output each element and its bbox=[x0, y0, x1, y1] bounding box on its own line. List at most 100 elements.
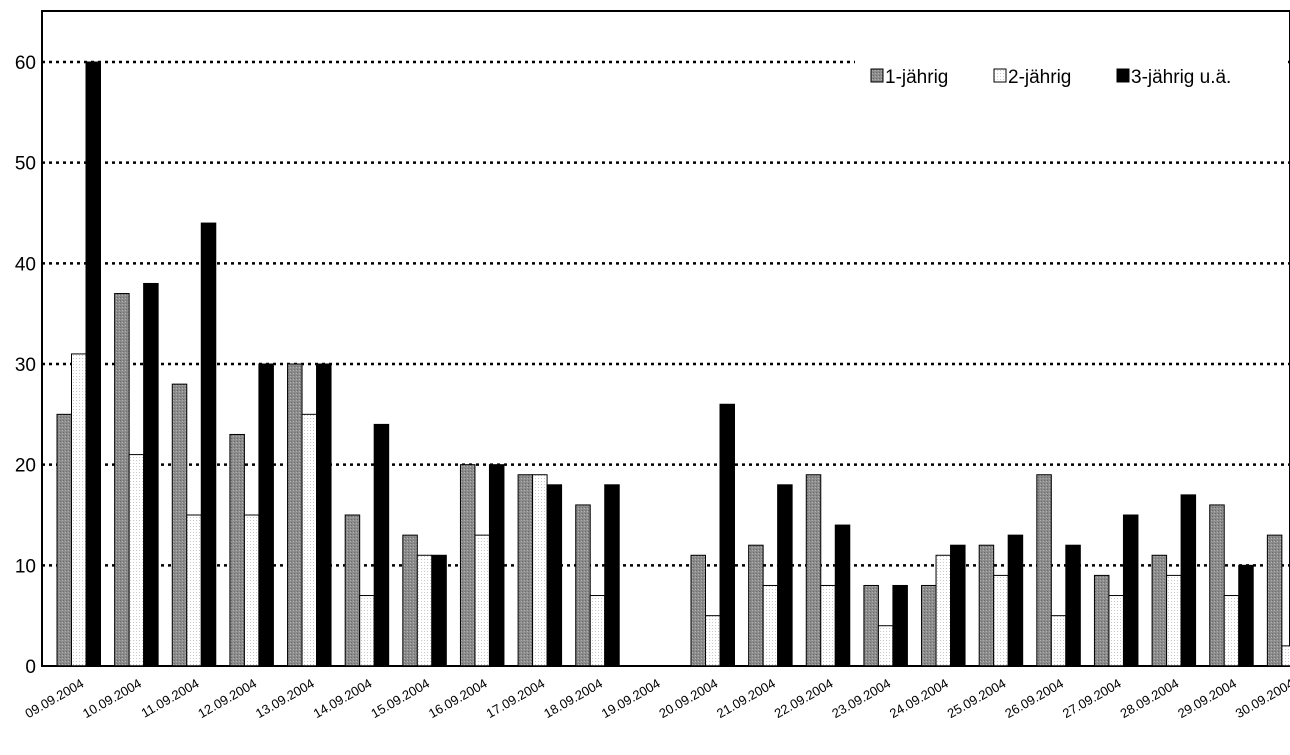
legend-swatch bbox=[1116, 68, 1130, 83]
bar bbox=[805, 474, 822, 667]
x-tick-label: 17.09.2004 bbox=[483, 676, 547, 722]
bar bbox=[762, 584, 779, 667]
bar bbox=[1007, 534, 1024, 667]
bar bbox=[85, 61, 101, 667]
bar bbox=[171, 383, 188, 667]
bar bbox=[748, 544, 764, 667]
bar bbox=[820, 584, 836, 667]
bar bbox=[517, 474, 534, 667]
bar bbox=[416, 554, 433, 667]
x-tick-label: 21.09.2004 bbox=[714, 676, 778, 722]
x-tick-label: 28.09.2004 bbox=[1117, 676, 1181, 722]
bar bbox=[892, 584, 908, 667]
bar bbox=[114, 293, 130, 667]
bar bbox=[200, 222, 217, 667]
y-tick-label: 0 bbox=[25, 657, 36, 678]
bar bbox=[1223, 595, 1240, 667]
x-tick-label: 24.09.2004 bbox=[887, 676, 951, 722]
y-tick-label: 10 bbox=[15, 556, 36, 577]
x-tick-label: 20.09.2004 bbox=[656, 676, 720, 722]
bar bbox=[834, 524, 851, 667]
bar bbox=[287, 363, 303, 667]
bar bbox=[1093, 574, 1110, 667]
bar bbox=[863, 584, 879, 667]
bar bbox=[993, 574, 1009, 667]
bar bbox=[344, 514, 361, 667]
y-tick-label: 50 bbox=[15, 154, 36, 175]
x-tick-label: 27.09.2004 bbox=[1060, 676, 1124, 722]
legend-background bbox=[855, 55, 1287, 95]
x-tick-label: 25.09.2004 bbox=[945, 676, 1009, 722]
bar bbox=[258, 363, 274, 667]
legend-label: 3-jährig u.ä. bbox=[1131, 67, 1231, 88]
bar bbox=[1151, 554, 1168, 667]
legend-label: 1-jährig bbox=[885, 67, 948, 88]
y-tick-label: 60 bbox=[15, 53, 36, 74]
bar bbox=[1180, 494, 1197, 667]
bar bbox=[705, 615, 721, 667]
x-tick-label: 12.09.2004 bbox=[195, 676, 259, 722]
bar bbox=[359, 595, 375, 667]
x-tick-label: 16.09.2004 bbox=[426, 676, 490, 722]
bar bbox=[459, 464, 476, 667]
bar bbox=[589, 595, 606, 667]
legend-swatch bbox=[993, 68, 1007, 83]
x-tick-label: 09.09.2004 bbox=[22, 676, 86, 722]
bar bbox=[1238, 564, 1254, 667]
y-axis: 0 10 20 30 40 50 60 bbox=[15, 53, 36, 678]
bar bbox=[243, 514, 260, 667]
bar bbox=[402, 534, 418, 667]
bar bbox=[1108, 595, 1124, 667]
bar bbox=[777, 484, 793, 667]
bar bbox=[316, 363, 332, 667]
y-tick-label: 30 bbox=[15, 355, 36, 376]
x-tick-label: 22.09.2004 bbox=[772, 676, 836, 722]
plot-area bbox=[41, 10, 1290, 667]
x-tick-label: 19.09.2004 bbox=[599, 676, 663, 722]
bar bbox=[546, 484, 563, 667]
y-tick-label: 20 bbox=[15, 456, 36, 477]
bar bbox=[575, 504, 591, 667]
legend-label: 2-jährig bbox=[1008, 67, 1071, 88]
bar bbox=[71, 353, 87, 667]
bar bbox=[488, 464, 505, 667]
x-tick-label: 18.09.2004 bbox=[541, 676, 605, 722]
bar bbox=[1036, 474, 1052, 667]
bar bbox=[431, 554, 447, 667]
bar bbox=[1065, 544, 1081, 667]
legend: 1-jährig 2-jährig 3-jährig u.ä. bbox=[855, 55, 1287, 95]
bar bbox=[301, 413, 318, 667]
bar bbox=[877, 625, 894, 667]
bar bbox=[532, 474, 548, 667]
bar bbox=[474, 534, 490, 667]
bar bbox=[373, 423, 390, 667]
x-tick-label: 10.09.2004 bbox=[80, 676, 144, 722]
bar bbox=[1166, 574, 1182, 667]
bar bbox=[128, 454, 145, 667]
x-tick-label: 11.09.2004 bbox=[139, 676, 202, 721]
bar bbox=[1209, 504, 1225, 667]
bar bbox=[1266, 534, 1283, 667]
bar bbox=[1122, 514, 1139, 667]
bar bbox=[1050, 615, 1067, 667]
gridlines bbox=[42, 60, 1290, 567]
x-tick-label: 23.09.2004 bbox=[829, 676, 893, 722]
bar bbox=[978, 544, 995, 667]
bar bbox=[229, 433, 245, 667]
bar bbox=[143, 282, 159, 667]
legend-swatch bbox=[870, 68, 884, 83]
x-tick-label: 13.09.2004 bbox=[253, 676, 317, 722]
bar bbox=[56, 413, 72, 667]
bar bbox=[950, 544, 966, 667]
bar bbox=[935, 554, 952, 667]
x-axis: 09.09.200410.09.200411.09.200412.09.2004… bbox=[22, 676, 1290, 722]
bar bbox=[1281, 645, 1290, 667]
x-tick-label: 30.09.2004 bbox=[1233, 676, 1290, 722]
y-tick-label: 40 bbox=[15, 254, 36, 275]
bar bbox=[604, 484, 620, 667]
x-tick-label: 29.09.2004 bbox=[1175, 676, 1239, 722]
x-tick-label: 14.09.2004 bbox=[311, 676, 375, 722]
x-tick-label: 15.09.2004 bbox=[368, 676, 432, 722]
x-tick-label: 26.09.2004 bbox=[1002, 676, 1066, 722]
bar bbox=[690, 554, 706, 667]
